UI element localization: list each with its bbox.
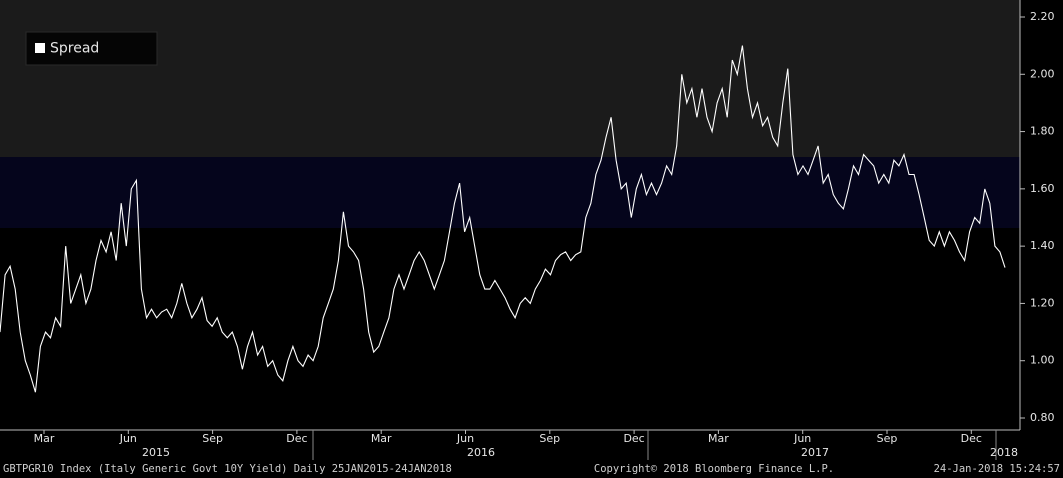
x-tick-label: Jun — [119, 432, 137, 445]
y-tick-label: 1.00 — [1030, 354, 1055, 367]
footer-right: 24-Jan-2018 15:24:57 — [934, 463, 1060, 475]
y-tick-label: 1.40 — [1030, 239, 1055, 252]
footer-left: GBTPGR10 Index (Italy Generic Govt 10Y Y… — [3, 463, 452, 475]
upper-band — [0, 0, 1020, 157]
legend: Spread — [25, 31, 158, 66]
x-tick-label: Mar — [371, 432, 392, 445]
legend-swatch — [35, 43, 45, 53]
x-tick-label: Jun — [793, 432, 811, 445]
x-tick-label: Dec — [286, 432, 307, 445]
x-tick-label: Sep — [539, 432, 560, 445]
y-tick-label: 1.60 — [1030, 182, 1055, 195]
year-label: 2016 — [467, 446, 495, 459]
year-label: 2018 — [990, 446, 1018, 459]
y-tick-label: 1.80 — [1030, 125, 1055, 138]
y-tick-label: 1.20 — [1030, 296, 1055, 309]
y-tick-label: 2.20 — [1030, 10, 1055, 23]
x-tick-label: Sep — [202, 432, 223, 445]
x-tick-label: Dec — [623, 432, 644, 445]
x-tick-label: Jun — [456, 432, 474, 445]
legend-box — [25, 31, 158, 66]
x-tick-label: Mar — [34, 432, 55, 445]
legend-label: Spread — [50, 41, 99, 57]
footer-center: Copyright© 2018 Bloomberg Finance L.P. — [594, 463, 834, 475]
x-tick-label: Dec — [961, 432, 982, 445]
x-tick-label: Mar — [708, 432, 729, 445]
y-tick-label: 2.00 — [1030, 67, 1055, 80]
y-tick-label: 0.80 — [1030, 411, 1055, 424]
year-label: 2015 — [142, 446, 170, 459]
middle-band — [0, 157, 1020, 228]
x-tick-label: Sep — [877, 432, 898, 445]
series-line — [0, 45, 1006, 393]
year-label: 2017 — [801, 446, 829, 459]
